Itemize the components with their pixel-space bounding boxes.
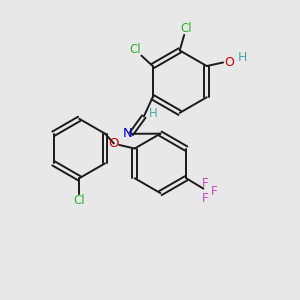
Text: F: F: [202, 192, 208, 205]
Text: Cl: Cl: [129, 43, 141, 56]
Text: O: O: [225, 56, 235, 69]
Text: F: F: [202, 177, 208, 190]
Text: Cl: Cl: [180, 22, 192, 34]
Text: O: O: [109, 137, 119, 150]
Text: Cl: Cl: [74, 194, 85, 207]
Text: N: N: [123, 127, 132, 140]
Text: H: H: [238, 51, 247, 64]
Text: F: F: [212, 184, 218, 197]
Text: H: H: [149, 107, 158, 120]
